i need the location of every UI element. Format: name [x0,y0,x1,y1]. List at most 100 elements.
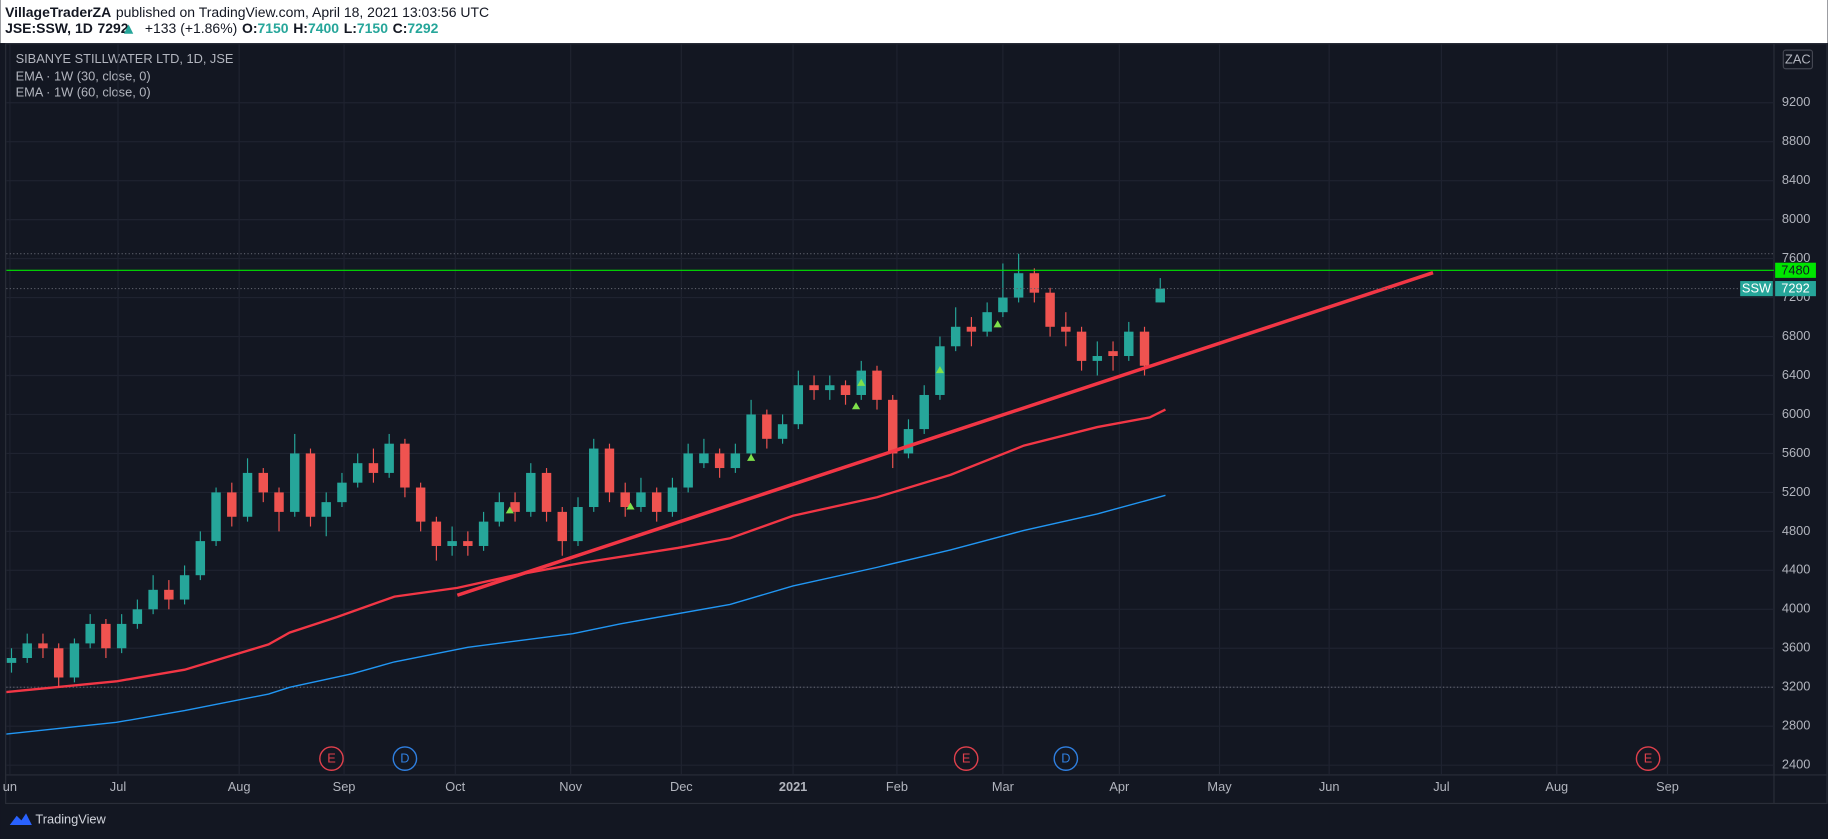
quote-line: JSE:SSW, 1D 7292 +133 (+1.86%) O:7150 H:7400… [5,20,439,36]
candle-body [998,297,1008,313]
candle-body [714,453,725,469]
candle-body [101,623,111,649]
candle-body [431,521,442,546]
candle-body [85,623,95,644]
y-tick-label: 7600 [1782,250,1810,265]
candle-body [290,453,300,512]
y-tick-label: 9200 [1782,94,1810,109]
x-tick-label: 2021 [779,779,807,794]
candle-body [1092,356,1103,361]
candle-body [211,492,221,542]
symbol: JSE:SSW, 1D [5,20,93,36]
candle-body [589,448,599,508]
last-price-label: 7292 [1781,281,1809,296]
x-tick-label: Jul [1433,779,1449,794]
y-tick-label: 3600 [1782,640,1810,655]
h-val: 7400 [308,20,339,36]
signal-marker [857,378,866,386]
l-val: 7150 [357,20,388,36]
level-label: 7480 [1781,262,1809,277]
last: 7292 [97,20,128,36]
up-arrow-icon [123,24,134,34]
l-key: L: [344,20,357,36]
candle-body [321,502,331,517]
candle-body [903,429,914,454]
y-tick-label: 6800 [1782,328,1810,343]
candle-body [415,487,426,522]
candle-body [337,482,347,503]
event-marker [319,746,344,771]
c-key: C: [393,20,408,36]
x-tick-label: Sep [1656,779,1679,794]
event-label: E [327,751,336,766]
signal-marker [747,453,756,461]
y-tick-label: 6000 [1782,406,1810,421]
candle-body [6,658,17,663]
candle-body [478,521,489,546]
candle-body [164,589,174,600]
candle-body [793,385,804,425]
brand: TradingView [35,812,106,827]
y-tick-label: 4400 [1782,562,1810,577]
event-label: D [400,751,409,766]
candle-body [982,312,992,332]
chart-frame [5,43,1828,805]
signal-marker [626,502,635,510]
event-label: D [1061,751,1070,766]
change: +133 (+1.86%) [145,20,237,36]
candle-body [227,492,237,517]
candle-body [148,589,158,610]
candle-body [620,492,630,508]
o-key: O: [242,20,258,36]
last-price-name-badge [1740,281,1773,297]
candle-body [352,463,363,483]
candle-body [636,492,646,508]
currency-box[interactable] [1782,49,1814,70]
event-marker [953,746,979,771]
y-tick-label: 5200 [1782,484,1810,499]
candle-body [384,443,394,473]
candle-body [22,643,32,659]
candle-body [1045,292,1055,327]
y-tick-label: 2400 [1782,757,1810,772]
event-label: E [962,751,971,766]
brand-logo [9,813,32,826]
candle-body [667,487,678,512]
event-marker [392,746,418,771]
candle-body [840,385,851,395]
legend-item: EMA · 1W (30, close, 0) [16,68,151,83]
candle-body [400,443,410,488]
x-tick-label: Dec [670,779,693,794]
signal-marker [993,320,1002,328]
level-badge [1775,262,1816,278]
x-tick-label: Nov [559,779,582,794]
candle-body [872,370,882,400]
ema-line [6,494,1166,735]
x-tick-label: May [1207,779,1232,794]
header-bar [0,0,1828,44]
candle-body [950,326,961,347]
candle-body [447,541,457,546]
candle-body [242,472,253,517]
candle-body [494,502,505,522]
candle-body [762,414,772,439]
candle-body [38,643,48,649]
published: published on TradingView.com, April 18, … [116,4,489,20]
candle-body [1155,288,1165,303]
x-tick-label: Aug [1545,779,1568,794]
candle-body [132,609,143,624]
y-tick-label: 5600 [1782,445,1810,460]
x-tick-label: Feb [886,779,908,794]
candle-body [777,424,788,439]
candle-body [557,511,567,542]
x-tick-label: Oct [445,779,465,794]
candle-body [179,575,190,600]
legend-item: EMA · 1W (60, close, 0) [16,85,151,100]
candle-body [541,472,552,512]
overlay: 2400 2800 3200 3600 4000 4400 4800 5200 5600 6000… [3,94,1816,794]
last-price-badge [1775,281,1816,297]
candle-body [1139,331,1150,366]
x-tick-label: Aug [228,779,251,794]
candle-body [746,414,756,454]
candle-body [510,502,520,512]
